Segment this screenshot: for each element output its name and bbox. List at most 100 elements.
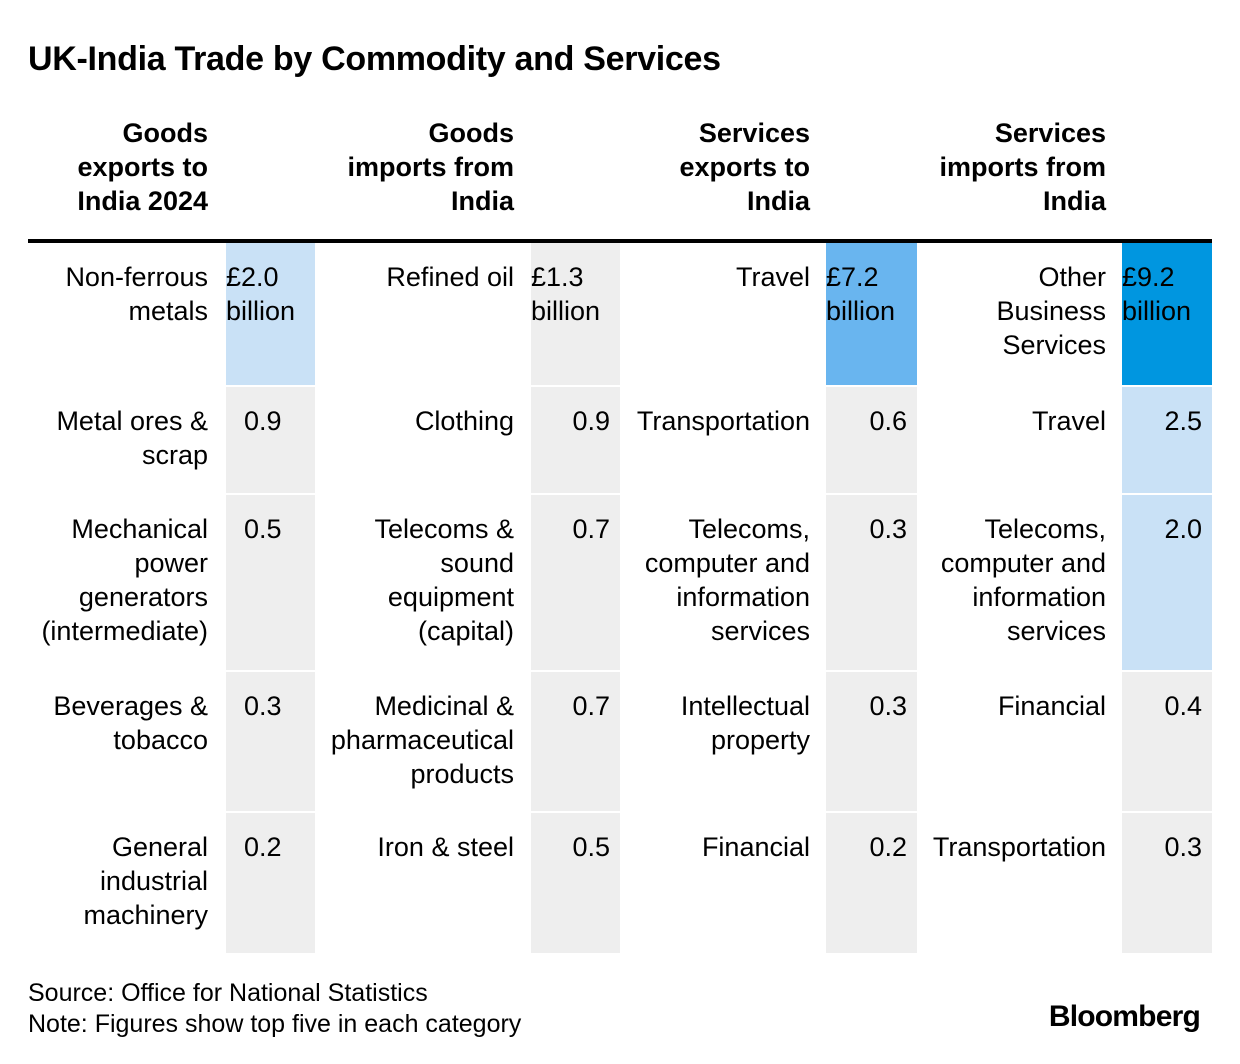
column-header: Goods imports from India	[214, 116, 514, 218]
column-header-line: India	[1042, 186, 1106, 216]
row-value-line: £1.3	[531, 262, 584, 292]
row-label-line: General	[111, 832, 208, 862]
column-header: Services imports from India	[806, 116, 1106, 218]
row-separator	[28, 493, 1212, 495]
row-value-line: 0.9	[244, 406, 282, 436]
row-value: 0.7	[531, 689, 610, 723]
row-value-line: £9.2	[1122, 262, 1175, 292]
value-cell	[826, 387, 917, 493]
value-cell	[1122, 243, 1212, 385]
row-value: 0.3	[1122, 830, 1202, 864]
row-label: Travel	[846, 404, 1106, 438]
row-label-line: property	[710, 725, 810, 755]
row-value-line: billion	[826, 296, 896, 326]
row-label-line: Metal ores &	[56, 406, 208, 436]
column-header-line: India 2024	[77, 186, 208, 216]
row-label: Telecoms & sound equipment (capital)	[254, 512, 514, 648]
row-label-line: (capital)	[417, 616, 514, 646]
column-header-line: Services	[994, 118, 1106, 148]
row-label-line: computer and	[644, 548, 810, 578]
row-label-line: Intellectual	[680, 691, 810, 721]
row-label: Clothing	[254, 404, 514, 438]
row-label-line: pharmaceutical	[330, 725, 514, 755]
row-value: 0.2	[826, 830, 907, 864]
row-value-line: 0.5	[244, 514, 282, 544]
row-value-line: 0.9	[572, 406, 610, 436]
row-value: 0.5	[531, 830, 610, 864]
row-value-line: 0.7	[572, 691, 610, 721]
row-label: Financial	[550, 830, 810, 864]
row-label: Financial	[846, 689, 1106, 723]
row-value: £1.3 billion	[531, 260, 612, 328]
row-value-line: 0.6	[869, 406, 907, 436]
row-label: Refined oil	[254, 260, 514, 294]
row-value-line: 0.7	[572, 514, 610, 544]
row-label-line: tobacco	[113, 725, 208, 755]
value-cell	[226, 813, 315, 953]
column-header: Goods exports to India 2024	[0, 116, 208, 218]
column-header-line: Goods	[122, 118, 209, 148]
footer-notes: Source: Office for National Statistics N…	[28, 978, 521, 1040]
value-cell	[1122, 387, 1212, 493]
row-label: General industrial machinery	[0, 830, 208, 932]
row-label: Telecoms, computer and information services	[550, 512, 810, 648]
value-cell	[1122, 813, 1212, 953]
row-label: Transportation	[846, 830, 1106, 864]
value-cell	[826, 813, 917, 953]
row-label-line: services	[710, 616, 810, 646]
row-label: Intellectual property	[550, 689, 810, 757]
row-value: 0.9	[244, 404, 323, 438]
row-label-line: Non-ferrous	[65, 262, 208, 292]
row-label-line: products	[410, 759, 514, 789]
row-label: Mechanical power generators (intermediate)	[0, 512, 208, 648]
value-cell	[531, 387, 620, 493]
row-label-line: computer and	[940, 548, 1106, 578]
row-label-line: Travel	[735, 262, 810, 292]
value-cell	[826, 672, 917, 811]
row-value-line: billion	[226, 296, 296, 326]
row-value: 0.9	[531, 404, 610, 438]
column-header-line: exports to	[77, 152, 208, 182]
value-cell	[826, 495, 917, 670]
row-value-line: 2.0	[1164, 514, 1202, 544]
row-label-line: Medicinal &	[374, 691, 514, 721]
row-value: 2.0	[1122, 512, 1202, 546]
row-value-line: 0.4	[1164, 691, 1202, 721]
row-value: 0.3	[244, 689, 323, 723]
row-label-line: Refined oil	[386, 262, 514, 292]
row-value-line: 0.5	[572, 832, 610, 862]
chart-title: UK-India Trade by Commodity and Services	[28, 40, 721, 78]
row-separator	[28, 811, 1212, 813]
row-label-line: sound	[440, 548, 514, 578]
row-label-line: Iron & steel	[377, 832, 514, 862]
source-text: Source: Office for National Statistics	[28, 979, 428, 1007]
row-label: Telecoms, computer and information services	[846, 512, 1106, 648]
column-header-line: imports from	[347, 152, 514, 182]
row-value: £2.0 billion	[226, 260, 307, 328]
row-value-line: £2.0	[226, 262, 279, 292]
row-value: 0.2	[244, 830, 323, 864]
row-value: £9.2 billion	[1122, 260, 1204, 328]
row-label-line: information	[676, 582, 810, 612]
row-value: 0.5	[244, 512, 323, 546]
row-label-line: Telecoms &	[374, 514, 514, 544]
row-label-line: Financial	[701, 832, 810, 862]
column-header-line: imports from	[939, 152, 1106, 182]
row-label-line: industrial	[99, 866, 208, 896]
value-cell	[531, 243, 620, 385]
row-label-line: Telecoms,	[688, 514, 810, 544]
row-value: 0.7	[531, 512, 610, 546]
row-label-line: Services	[1002, 330, 1106, 360]
note-text: Note: Figures show top five in each cate…	[28, 1010, 522, 1038]
row-label-line: Financial	[997, 691, 1106, 721]
value-cell	[226, 672, 315, 811]
row-label: Beverages & tobacco	[0, 689, 208, 757]
row-label: Metal ores & scrap	[0, 404, 208, 472]
row-label: Other Business Services	[846, 260, 1106, 362]
row-value: 0.6	[826, 404, 907, 438]
column-header: Services exports to India	[510, 116, 810, 218]
row-value: 0.4	[1122, 689, 1202, 723]
row-value-line: 2.5	[1164, 406, 1202, 436]
row-value: £7.2 billion	[826, 260, 909, 328]
row-label-line: generators	[78, 582, 208, 612]
